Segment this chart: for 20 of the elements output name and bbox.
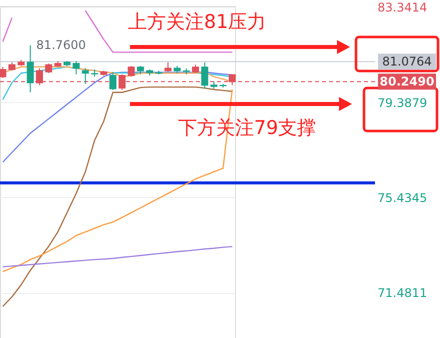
ref-line-label: 80.2490 [380, 74, 434, 89]
y-tick-label: 75.4345 [378, 190, 428, 205]
candlestick [72, 60, 80, 75]
y-tick-label: 79.3879 [378, 96, 428, 110]
candlestick [26, 44, 34, 93]
line-series [2, 88, 233, 272]
candlestick [128, 65, 135, 78]
line-series [2, 86, 233, 308]
y-tick-label: 83.3414 [378, 0, 428, 15]
candlestick [82, 68, 89, 84]
annotation: 上方关注81压力 [128, 11, 266, 33]
candlestick [164, 62, 172, 72]
candlestick [0, 66, 6, 78]
annotation: 81.7600 [36, 38, 86, 52]
line-series [2, 246, 233, 268]
candlestick [201, 62, 208, 90]
candlestick [109, 71, 116, 90]
ref-line-label: 81.0764 [382, 54, 432, 69]
y-tick-label: 71.4811 [378, 286, 428, 300]
candlestick [45, 63, 52, 74]
